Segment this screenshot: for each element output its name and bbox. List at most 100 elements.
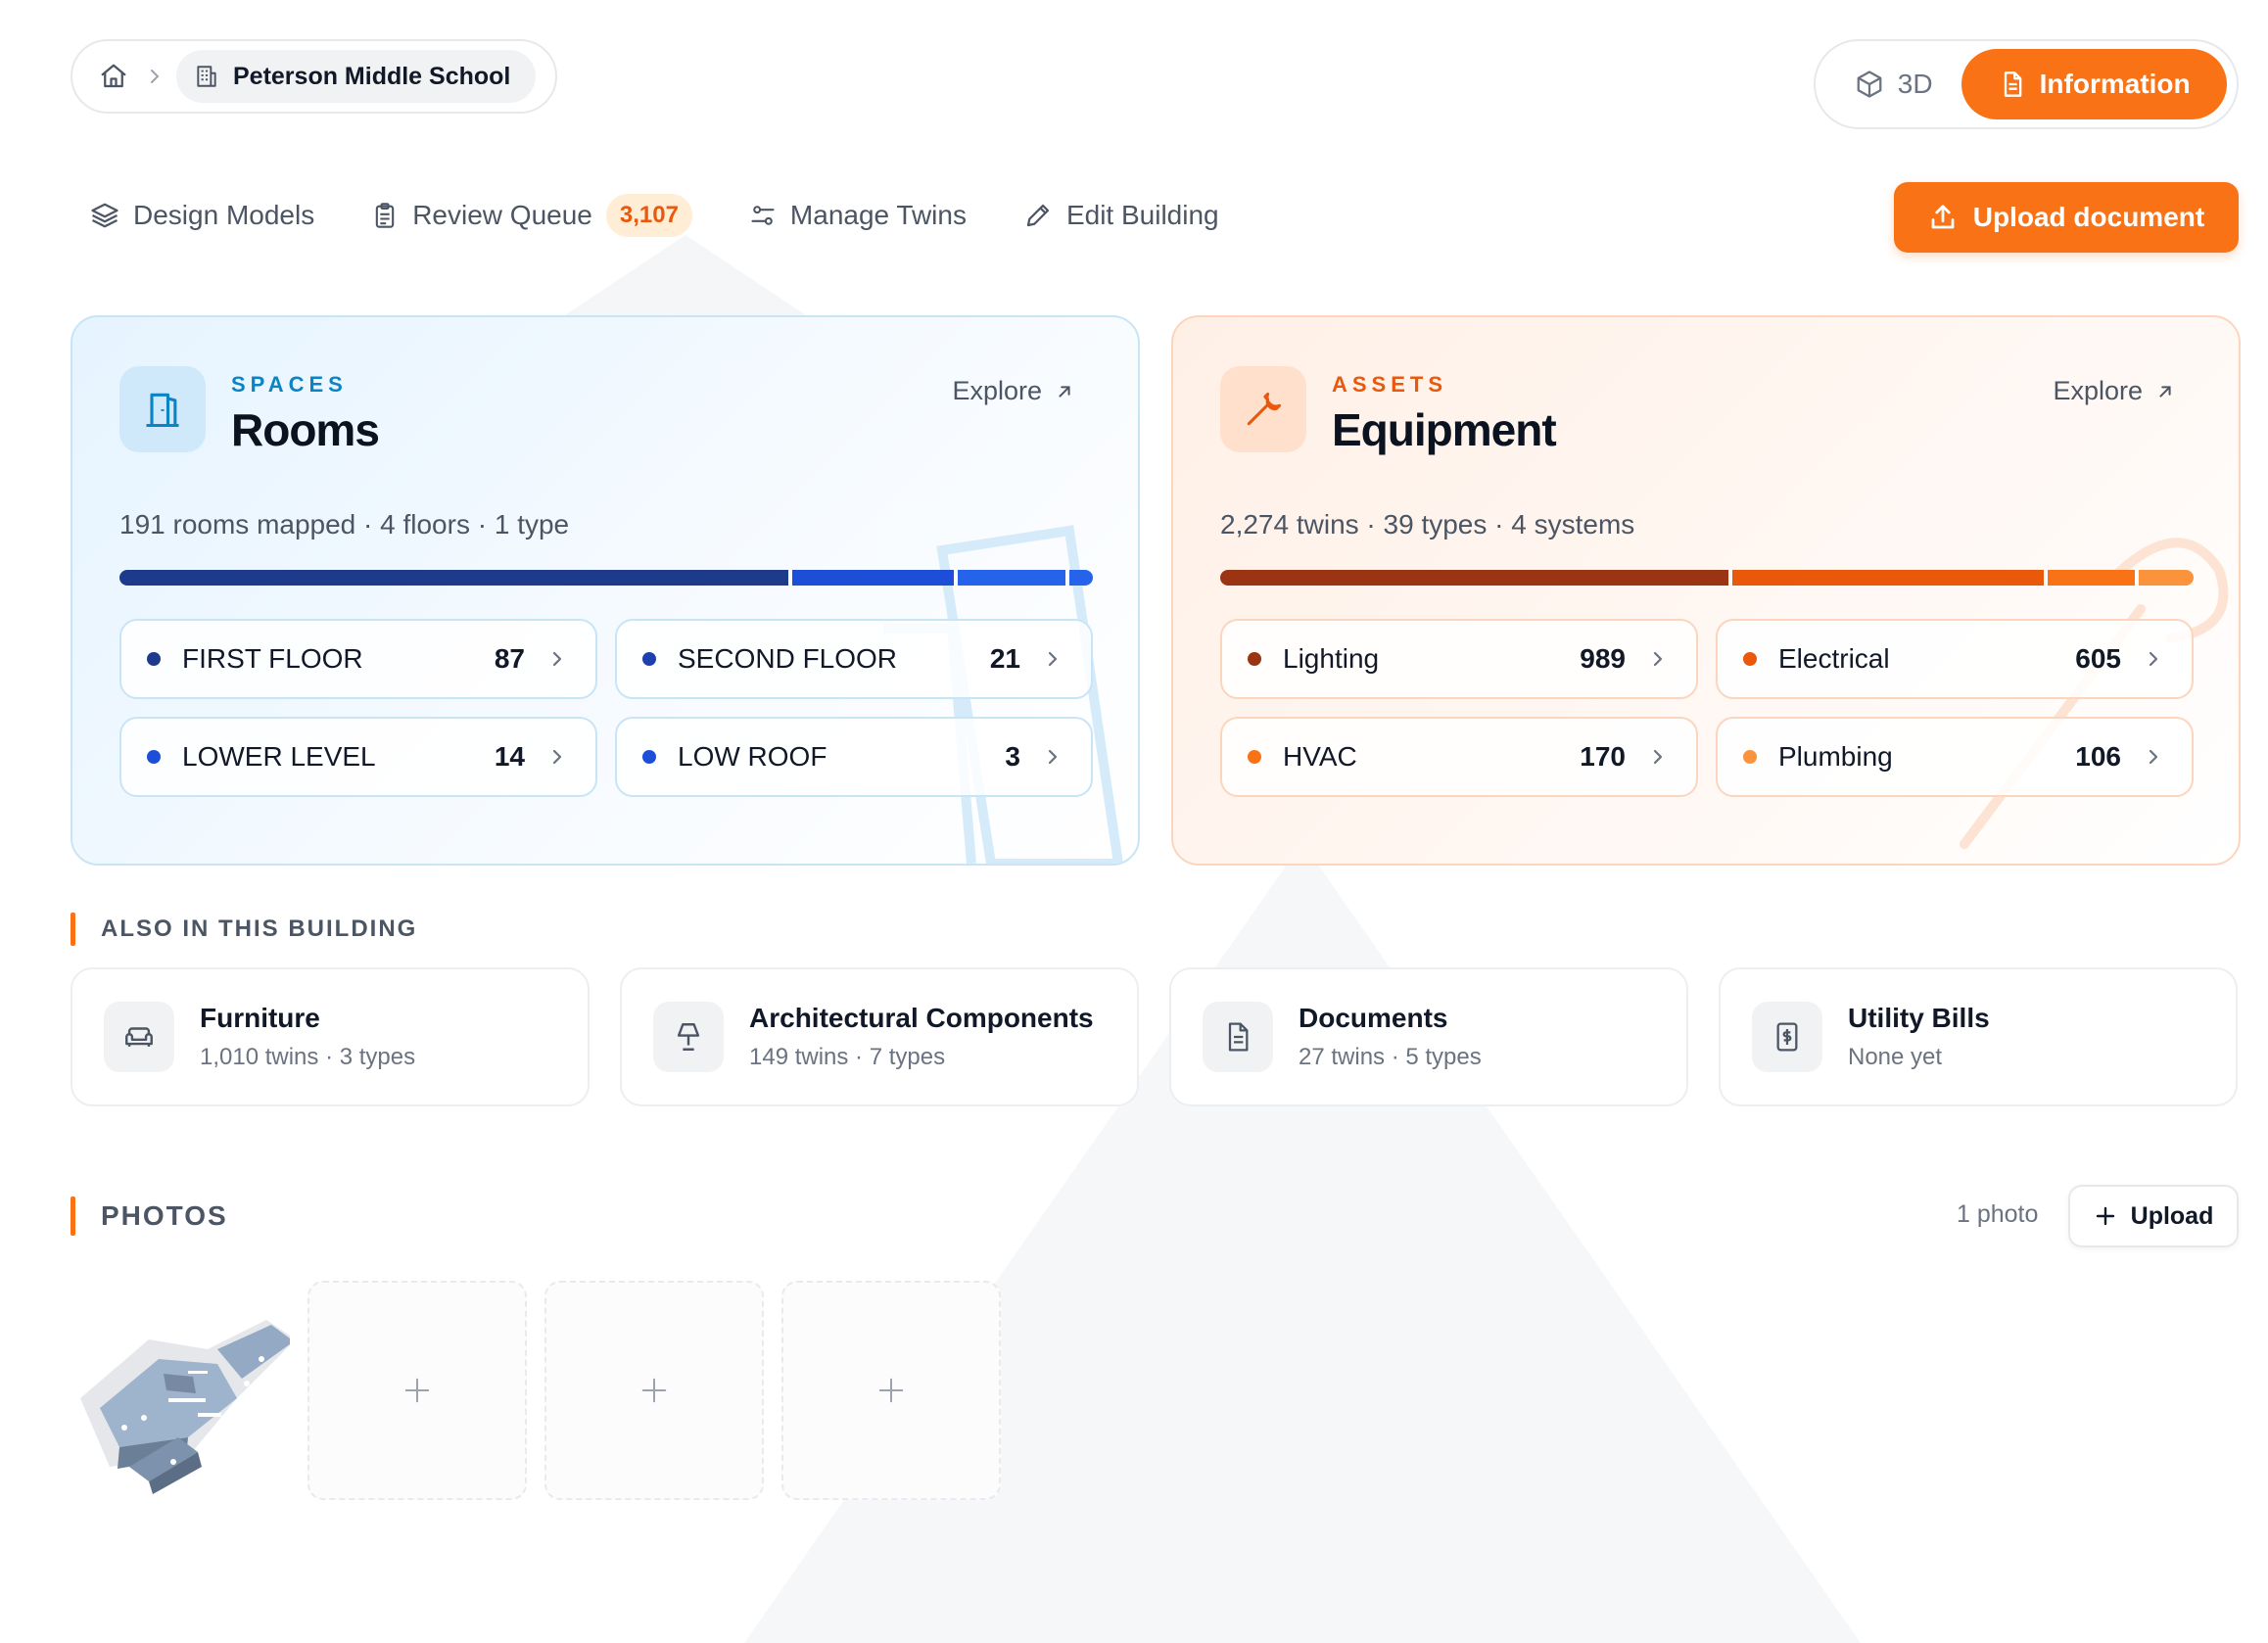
- nav-review-queue[interactable]: Review Queue 3,107: [371, 186, 692, 245]
- breadcrumb-current[interactable]: Peterson Middle School: [176, 50, 537, 103]
- spaces-distribution-bar: [119, 570, 1093, 586]
- spaces-explore-link[interactable]: Explore: [952, 376, 1075, 406]
- assets-card: ASSETS Equipment Explore 2,274 twins · 3…: [1171, 315, 2241, 866]
- assets-explore-label: Explore: [2053, 376, 2143, 405]
- status-dot: [1743, 652, 1757, 666]
- bar-segment: [1732, 570, 2045, 586]
- home-icon[interactable]: [94, 57, 133, 96]
- photo-thumbnail[interactable]: [71, 1281, 290, 1500]
- category-chip[interactable]: LOW ROOF 3: [615, 717, 1093, 797]
- chevron-right-icon: [1046, 645, 1063, 673]
- assets-kicker: ASSETS: [1332, 372, 1448, 397]
- upload-document-button[interactable]: Upload document: [1894, 182, 2239, 253]
- nav-manage-twins[interactable]: Manage Twins: [749, 186, 967, 245]
- chip-count: 14: [494, 741, 525, 772]
- chip-count: 21: [989, 643, 1020, 674]
- category-chip[interactable]: SECOND FLOOR 21: [615, 619, 1093, 699]
- bar-segment: [119, 570, 789, 586]
- bar-segment: [2139, 570, 2194, 586]
- category-chip[interactable]: HVAC 170: [1220, 717, 1698, 797]
- also-heading-label: ALSO IN THIS BUILDING: [101, 915, 418, 942]
- chevron-right-icon: [2147, 743, 2164, 771]
- document-icon: [1203, 1002, 1273, 1072]
- view-toggle: 3D Information: [1814, 39, 2239, 129]
- building-nav: Design Models Review Queue 3,107 Manage …: [90, 186, 1276, 245]
- pencil-icon: [1026, 204, 1050, 227]
- tile-title: Documents: [1299, 1003, 1448, 1033]
- chevron-right-icon: [1651, 645, 1669, 673]
- tile-subtitle: 149 twins · 7 types: [749, 1044, 946, 1070]
- bar-segment: [792, 570, 955, 586]
- tile-documents[interactable]: Documents 27 twins · 5 types: [1169, 967, 1688, 1106]
- status-dot: [642, 652, 656, 666]
- nav-edit-building[interactable]: Edit Building: [1023, 186, 1219, 245]
- chevron-right-icon: [550, 743, 568, 771]
- chip-label: LOW ROOF: [678, 741, 827, 772]
- photo-count: 1 photo: [1957, 1200, 2039, 1228]
- chevron-right-icon: [1651, 743, 1669, 771]
- chevron-right-icon: [1046, 743, 1063, 771]
- tile-subtitle: 1,010 twins · 3 types: [200, 1044, 416, 1070]
- photos-section-heading: PHOTOS: [71, 1197, 228, 1236]
- tile-architectural-components[interactable]: Architectural Components 149 twins · 7 t…: [620, 967, 1139, 1106]
- also-section-heading: ALSO IN THIS BUILDING: [71, 913, 417, 946]
- receipt-icon: [1752, 1002, 1822, 1072]
- tile-subtitle: 27 twins · 5 types: [1299, 1044, 1482, 1070]
- category-chip[interactable]: LOWER LEVEL 14: [119, 717, 597, 797]
- spaces-floor-list: FIRST FLOOR 87 SECOND FLOOR 21 LOWER LEVEL 14…: [119, 619, 1093, 797]
- plus-icon: [878, 1378, 904, 1403]
- view-3d-button[interactable]: 3D: [1825, 49, 1961, 119]
- tile-furniture[interactable]: Furniture 1,010 twins · 3 types: [71, 967, 590, 1106]
- bar-segment: [1220, 570, 1729, 586]
- nav-design-models[interactable]: Design Models: [90, 186, 314, 245]
- building-icon: [197, 66, 216, 87]
- arrow-up-right-icon: [1059, 385, 1070, 398]
- upload-document-label: Upload document: [1972, 202, 2205, 232]
- category-chip[interactable]: Electrical 605: [1716, 619, 2194, 699]
- category-chip[interactable]: Plumbing 106: [1716, 717, 2194, 797]
- bar-segment: [2048, 570, 2136, 586]
- chip-label: Electrical: [1778, 643, 1890, 674]
- spaces-kicker: SPACES: [231, 372, 348, 397]
- sliders-icon: [751, 206, 775, 225]
- bar-segment: [958, 570, 1066, 586]
- status-dot: [1248, 750, 1261, 764]
- heading-accent-rule: [71, 913, 75, 946]
- category-chip[interactable]: FIRST FLOOR 87: [119, 619, 597, 699]
- chip-count: 989: [1580, 643, 1626, 674]
- lamp-icon: [653, 1002, 724, 1072]
- status-dot: [1248, 652, 1261, 666]
- clipboard-icon: [375, 203, 395, 228]
- nav-manage-twins-label: Manage Twins: [789, 200, 967, 230]
- bar-segment: [1069, 570, 1093, 586]
- category-chip[interactable]: Lighting 989: [1220, 619, 1698, 699]
- tile-title: Furniture: [200, 1003, 320, 1033]
- add-photo-slot[interactable]: [781, 1281, 1001, 1500]
- tile-title: Utility Bills: [1848, 1003, 1990, 1033]
- add-photo-slot[interactable]: [544, 1281, 764, 1500]
- chip-count: 87: [494, 643, 525, 674]
- assets-summary: 2,274 twins · 39 types · 4 systems: [1220, 509, 1635, 540]
- status-dot: [642, 750, 656, 764]
- spaces-title: Rooms: [231, 404, 380, 455]
- spaces-explore-label: Explore: [952, 376, 1042, 405]
- assets-explore-link[interactable]: Explore: [2053, 376, 2176, 406]
- view-3d-label: 3D: [1897, 69, 1933, 99]
- add-photo-slot[interactable]: [307, 1281, 527, 1500]
- nav-design-models-label: Design Models: [133, 200, 315, 230]
- chip-label: LOWER LEVEL: [182, 741, 376, 772]
- chip-count: 605: [2075, 643, 2121, 674]
- chevron-right-icon: [145, 57, 165, 96]
- view-information-button[interactable]: Information: [1961, 49, 2227, 119]
- arrow-up-right-icon: [2159, 385, 2171, 398]
- also-tiles: Furniture 1,010 twins · 3 types Architec…: [71, 967, 2239, 1106]
- upload-photo-button[interactable]: Upload: [2068, 1185, 2239, 1247]
- chip-label: Plumbing: [1778, 741, 1893, 772]
- sofa-icon: [104, 1002, 174, 1072]
- tile-utility-bills[interactable]: Utility Bills None yet: [1719, 967, 2238, 1106]
- spaces-card: SPACES Rooms Explore 191 rooms mapped · …: [71, 315, 1140, 866]
- document-icon: [2004, 71, 2021, 97]
- cube-icon: [1857, 70, 1882, 98]
- chip-label: FIRST FLOOR: [182, 643, 363, 674]
- chevron-right-icon: [2147, 645, 2164, 673]
